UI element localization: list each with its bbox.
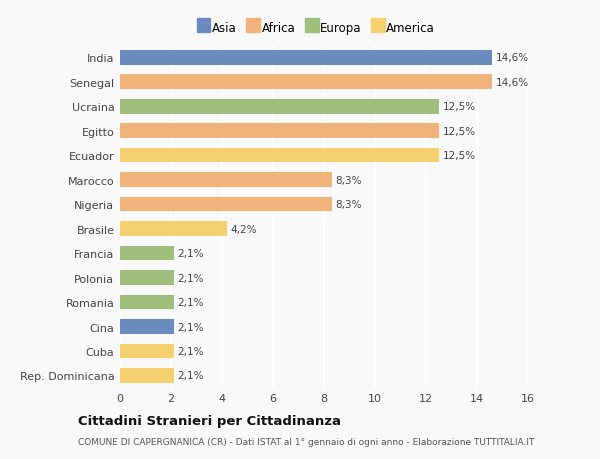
Text: 2,1%: 2,1% (178, 273, 204, 283)
Bar (120, 271, 173, 285)
Bar (120, 295, 173, 310)
Text: 12,5%: 12,5% (443, 102, 476, 112)
Text: 2,1%: 2,1% (178, 346, 204, 356)
Bar (120, 368, 173, 383)
Text: 2,1%: 2,1% (178, 297, 204, 308)
Bar (120, 246, 173, 261)
Text: 8,3%: 8,3% (335, 200, 362, 210)
Legend: Asia, Africa, Europa, America: Asia, Africa, Europa, America (192, 17, 440, 40)
Text: 12,5%: 12,5% (443, 126, 476, 136)
Bar (120, 222, 227, 236)
Text: 14,6%: 14,6% (496, 78, 529, 88)
Bar (120, 75, 492, 90)
Text: 12,5%: 12,5% (443, 151, 476, 161)
Text: COMUNE DI CAPERGNANICA (CR) - Dati ISTAT al 1° gennaio di ogni anno - Elaborazio: COMUNE DI CAPERGNANICA (CR) - Dati ISTAT… (78, 437, 535, 446)
Bar (120, 173, 332, 188)
Text: 8,3%: 8,3% (335, 175, 362, 185)
Text: 2,1%: 2,1% (178, 248, 204, 258)
Bar (120, 344, 173, 358)
Bar (120, 319, 173, 334)
Text: 14,6%: 14,6% (496, 53, 529, 63)
Bar (120, 197, 332, 212)
Bar (120, 100, 439, 114)
Bar (120, 149, 439, 163)
Text: 4,2%: 4,2% (231, 224, 257, 234)
Text: 2,1%: 2,1% (178, 322, 204, 332)
Text: Cittadini Stranieri per Cittadinanza: Cittadini Stranieri per Cittadinanza (78, 414, 341, 428)
Bar (120, 51, 492, 66)
Text: 2,1%: 2,1% (178, 371, 204, 381)
Bar (120, 124, 439, 139)
